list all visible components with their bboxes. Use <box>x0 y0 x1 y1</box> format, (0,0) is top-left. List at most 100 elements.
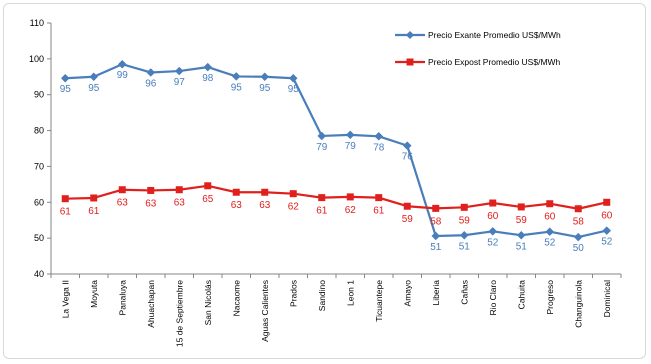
data-label: 63 <box>231 200 243 211</box>
data-label: 51 <box>459 241 471 252</box>
x-tick-label: Ahuachapan <box>146 280 156 328</box>
data-point-marker <box>289 190 297 198</box>
legend-marker <box>406 31 414 39</box>
data-point-marker <box>345 130 355 140</box>
data-point-marker <box>318 194 326 202</box>
data-point-marker <box>574 205 582 213</box>
data-label: 65 <box>202 194 214 205</box>
data-label: 62 <box>345 205 357 216</box>
data-point-marker <box>374 131 384 141</box>
data-label: 63 <box>145 198 157 209</box>
x-tick-label: Leon 1 <box>345 280 355 306</box>
data-point-marker <box>204 182 212 190</box>
data-point-marker <box>375 194 383 202</box>
data-point-marker <box>460 203 468 211</box>
data-point-marker <box>516 230 526 240</box>
data-label: 96 <box>145 78 157 89</box>
data-point-marker <box>546 200 554 208</box>
data-point-marker <box>118 186 126 194</box>
series-expost: 61 61 63 63 63 65 63 63 62 61 62 61 59 58 59 60 59 60 58 60 <box>60 182 613 228</box>
data-point-marker <box>317 131 327 141</box>
data-point-marker <box>146 68 156 77</box>
x-tick-label: Sandino <box>317 280 327 311</box>
y-tick-label: 70 <box>34 161 44 171</box>
x-tick-label: Moyuta <box>89 280 99 308</box>
y-tick-label: 60 <box>34 197 44 207</box>
data-label: 62 <box>288 202 300 213</box>
chart-frame <box>3 3 646 359</box>
data-label: 79 <box>316 142 328 153</box>
data-label: 58 <box>430 216 442 227</box>
data-point-marker <box>90 194 98 202</box>
data-label: 78 <box>373 142 385 153</box>
data-point-marker <box>203 62 213 72</box>
data-label: 63 <box>174 198 186 209</box>
data-point-marker <box>517 203 525 211</box>
x-tick-label: Ticuantepe <box>374 280 384 322</box>
data-point-marker <box>602 226 612 235</box>
series-line <box>65 63 607 239</box>
data-label: 98 <box>202 73 214 84</box>
data-label: 59 <box>459 215 471 226</box>
chart-legend: Precio Exante Promedio US$/MWh Precio Exp… <box>395 30 561 67</box>
data-point-marker <box>117 59 127 69</box>
x-tick-label: La Vega II <box>60 280 70 318</box>
data-label: 52 <box>544 238 556 249</box>
data-point-marker <box>288 73 298 83</box>
x-tick-label: San Nicolás <box>203 280 213 325</box>
legend-label: Precio Expost Promedio US$/MWh <box>428 57 561 67</box>
data-label: 63 <box>117 198 129 209</box>
data-point-marker <box>431 231 441 241</box>
data-label: 60 <box>487 211 499 222</box>
data-label: 61 <box>373 206 385 217</box>
data-label: 99 <box>117 70 129 81</box>
x-tick-label: Changuinola <box>573 280 583 328</box>
data-label: 63 <box>259 200 271 211</box>
x-tick-label: Progreso <box>545 280 555 315</box>
data-point-marker <box>232 188 240 196</box>
data-point-marker <box>488 226 498 236</box>
data-label: 52 <box>601 237 613 248</box>
data-point-marker <box>403 202 411 210</box>
data-point-marker <box>603 198 611 206</box>
data-label: 52 <box>487 237 499 248</box>
data-point-marker <box>61 195 69 203</box>
data-point-marker <box>402 141 412 150</box>
data-point-marker <box>89 72 99 82</box>
data-label: 95 <box>231 82 243 93</box>
data-point-marker <box>231 72 241 81</box>
chart-axes: 40 50 60 70 80 90 100 110 La Vega II Moyuta Panalu… <box>29 18 622 347</box>
data-point-marker <box>260 72 270 82</box>
data-point-marker <box>174 66 184 76</box>
y-tick-label: 90 <box>34 90 44 100</box>
data-label: 95 <box>88 83 100 94</box>
y-tick-label: 110 <box>30 18 44 28</box>
y-tick-label: 100 <box>29 54 44 64</box>
legend-label: Precio Exante Promedio US$/MWh <box>428 30 561 40</box>
x-tick-label: Liberia <box>431 280 441 306</box>
x-tick-label: Amayo <box>402 280 412 307</box>
data-label: 95 <box>259 83 271 94</box>
data-label: 61 <box>316 206 328 217</box>
data-point-marker <box>175 186 183 194</box>
y-tick-label: 80 <box>34 126 44 136</box>
data-label: 61 <box>88 206 100 217</box>
data-point-marker <box>60 73 70 83</box>
data-point-marker <box>459 230 469 240</box>
x-tick-label: Prados <box>288 280 298 307</box>
x-tick-label: Panaluya <box>117 280 127 316</box>
data-label: 60 <box>544 212 556 223</box>
data-label: 76 <box>402 152 414 163</box>
data-label: 59 <box>516 215 528 226</box>
series-line <box>65 184 607 210</box>
data-label: 97 <box>174 77 186 88</box>
data-label: 50 <box>573 243 585 254</box>
data-label: 59 <box>402 214 414 225</box>
data-label: 61 <box>60 207 72 218</box>
data-label: 79 <box>345 141 357 152</box>
series-exante: 95 95 99 96 97 98 95 95 95 79 79 78 76 51 51 52 51 52 50 52 <box>60 59 613 254</box>
y-tick-label: 50 <box>34 233 44 243</box>
data-point-marker <box>147 186 155 194</box>
data-point-marker <box>573 232 583 242</box>
